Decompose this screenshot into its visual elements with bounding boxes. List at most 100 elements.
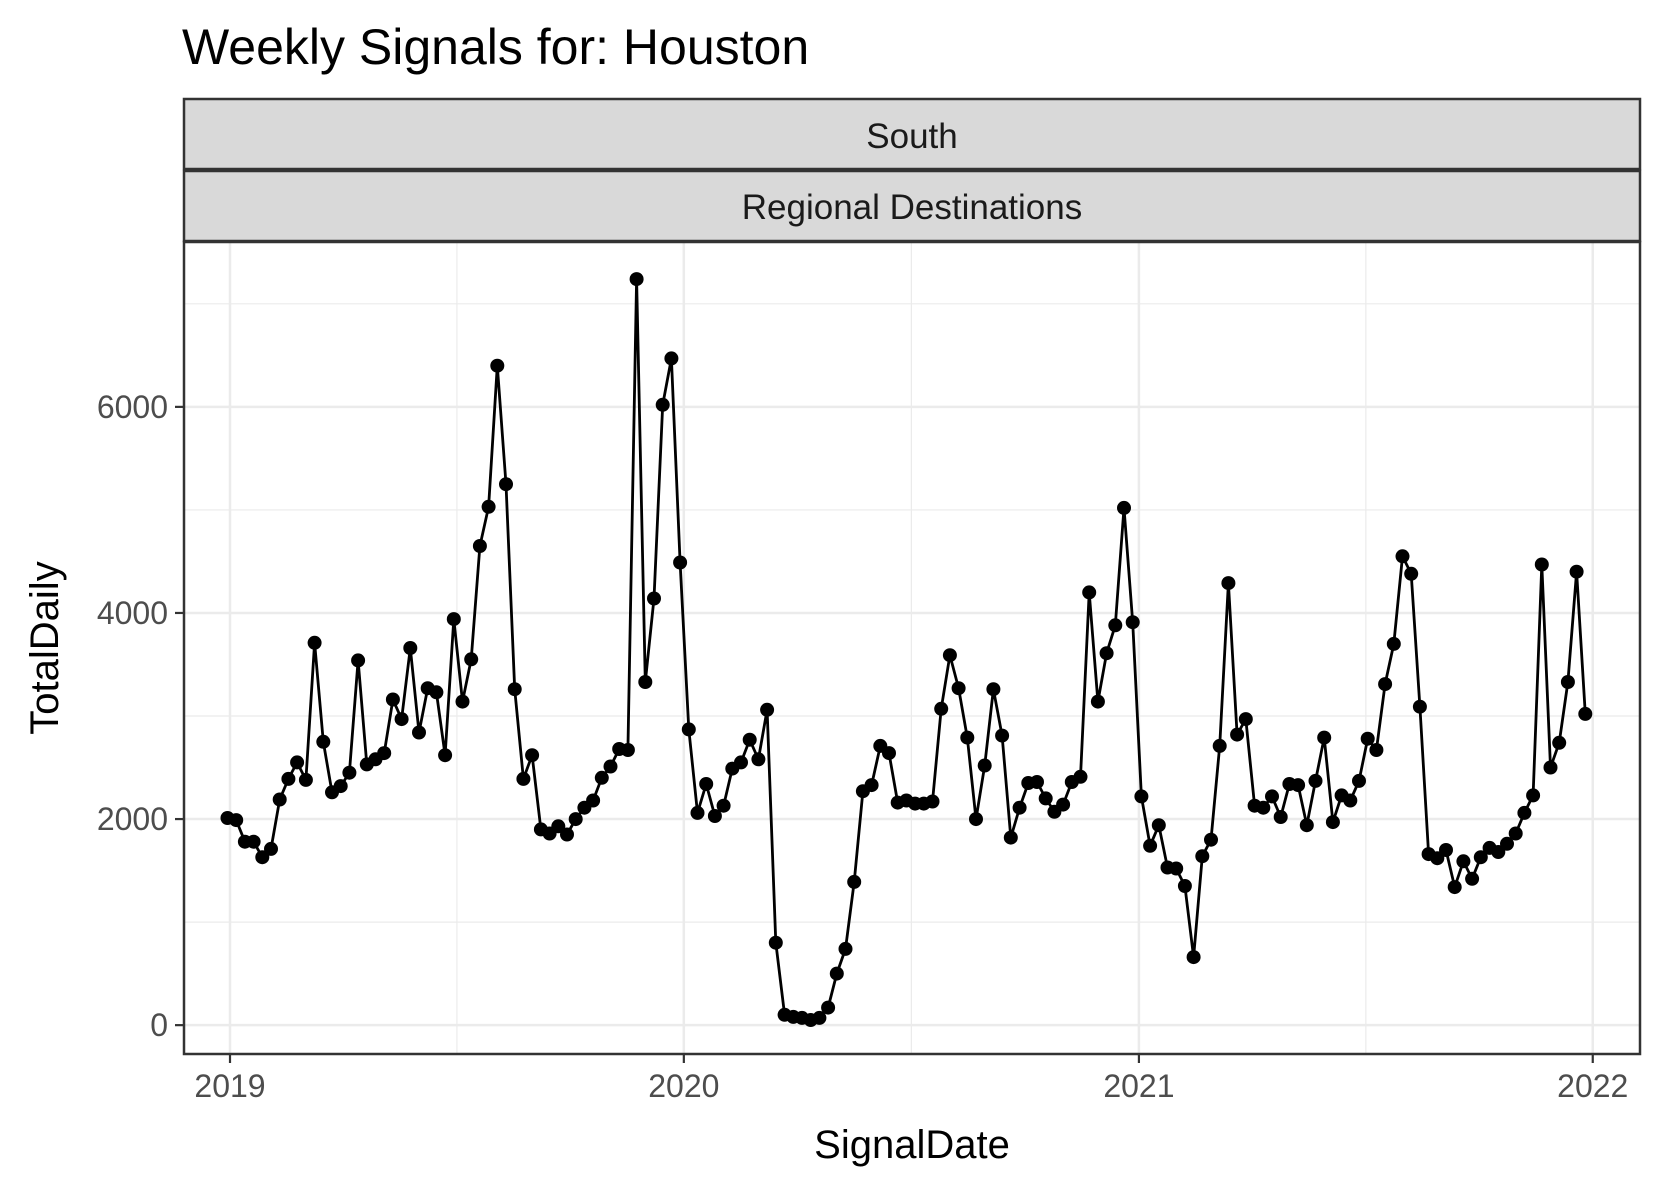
data-point	[1030, 775, 1044, 789]
data-point	[1291, 778, 1306, 793]
data-point	[1230, 727, 1245, 742]
data-point	[1108, 618, 1123, 633]
data-point	[760, 702, 775, 717]
data-point	[977, 758, 992, 773]
data-point	[1517, 805, 1532, 820]
data-point	[1308, 773, 1323, 788]
data-point	[768, 935, 783, 950]
data-point	[1151, 818, 1166, 833]
data-point	[490, 358, 505, 373]
data-point	[734, 755, 748, 770]
data-point	[1526, 788, 1541, 803]
data-point	[1134, 789, 1149, 804]
chart-title: Weekly Signals for: Houston	[182, 19, 809, 75]
data-point	[699, 777, 714, 791]
data-point	[1473, 850, 1488, 865]
data-point	[499, 477, 513, 492]
facet-strip-top	[182, 97, 1642, 171]
data-point	[1169, 861, 1184, 876]
data-point	[1395, 549, 1410, 564]
data-point	[603, 759, 618, 774]
data-point	[594, 770, 609, 785]
data-point	[1378, 677, 1393, 692]
data-point	[1099, 646, 1114, 661]
data-point	[246, 834, 261, 849]
data-point	[1325, 815, 1340, 830]
data-point	[1352, 773, 1366, 788]
x-axis: 2019 2020 2021 2022	[194, 1054, 1628, 1104]
data-point	[1003, 830, 1018, 845]
data-point	[1578, 706, 1593, 721]
data-point	[403, 641, 418, 655]
x-tick-label: 2021	[1103, 1068, 1174, 1104]
data-point	[1038, 791, 1053, 806]
data-point	[1265, 789, 1279, 804]
data-point	[1056, 797, 1071, 812]
x-tick-label: 2020	[648, 1068, 719, 1104]
data-point	[516, 771, 531, 786]
data-point	[568, 812, 583, 827]
data-point	[229, 813, 244, 828]
data-point	[429, 685, 444, 700]
data-point	[1412, 699, 1427, 714]
data-point	[1082, 585, 1097, 600]
data-point	[681, 722, 696, 737]
data-point	[1465, 871, 1480, 886]
data-point	[1369, 743, 1384, 757]
data-point	[1186, 950, 1201, 965]
data-point	[1212, 738, 1227, 753]
data-point	[960, 730, 975, 745]
data-point	[655, 397, 670, 412]
data-point	[298, 772, 313, 787]
data-point	[1343, 793, 1358, 808]
data-point	[1491, 845, 1506, 859]
data-point	[1569, 564, 1584, 579]
y-tick-label: 4000	[97, 595, 168, 631]
data-point	[1456, 854, 1471, 869]
grid-major	[184, 242, 1640, 1054]
data-point	[385, 692, 400, 707]
data-point	[1534, 557, 1549, 572]
data-point	[351, 653, 366, 668]
data-point	[864, 778, 879, 793]
data-point	[438, 748, 453, 763]
data-point	[525, 748, 540, 763]
data-point	[1195, 849, 1210, 864]
data-point	[716, 798, 731, 813]
data-point	[412, 725, 426, 740]
data-point	[264, 841, 278, 856]
y-tick-label: 0	[150, 1007, 168, 1043]
data-point	[455, 694, 470, 709]
data-point	[647, 591, 661, 606]
data-point	[829, 966, 844, 981]
data-point	[751, 752, 766, 767]
grid-minor	[184, 242, 1640, 1054]
data-point	[1500, 836, 1514, 851]
data-point	[1447, 880, 1462, 895]
data-point	[333, 779, 348, 794]
data-point	[560, 827, 574, 842]
data-point	[1073, 769, 1088, 784]
data-point	[638, 675, 653, 689]
data-point	[942, 648, 957, 663]
data-point	[1117, 500, 1131, 515]
data-point	[1404, 566, 1419, 581]
data-point	[307, 635, 322, 650]
y-tick-label: 2000	[97, 801, 168, 837]
data-point	[969, 812, 983, 827]
data-point	[1177, 879, 1192, 893]
data-point	[707, 809, 722, 823]
data-point	[377, 746, 392, 761]
data-point	[882, 746, 896, 761]
data-point	[255, 850, 270, 865]
data-point	[1273, 810, 1288, 824]
data-point	[472, 539, 487, 553]
data-point	[1430, 851, 1445, 866]
data-point	[847, 874, 862, 889]
data-point	[551, 819, 566, 834]
data-point	[673, 555, 688, 570]
data-point	[1439, 843, 1453, 857]
data-point	[586, 793, 601, 808]
